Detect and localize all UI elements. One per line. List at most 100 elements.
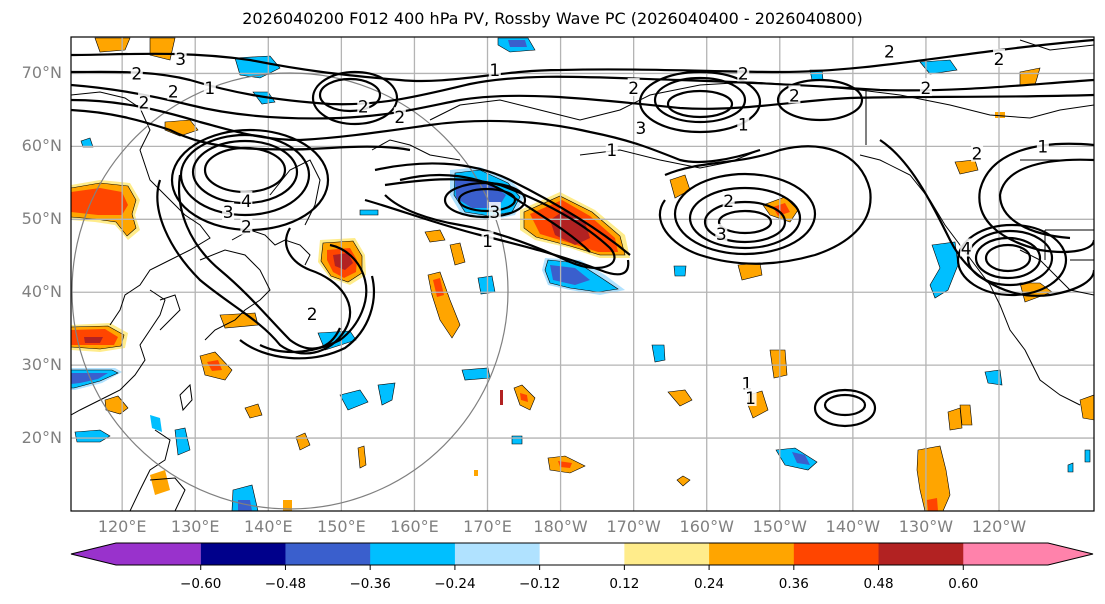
contour-label: 2 [994, 50, 1005, 70]
contour-label-background [481, 231, 494, 250]
longitude-tick-label: 180°W [533, 517, 588, 536]
longitude-tick-label: 170°W [606, 517, 661, 536]
colorbar-segment [454, 543, 541, 565]
contour-label: 2 [628, 79, 639, 99]
longitude-tick-label: 130°W [898, 517, 954, 536]
colorbar-tick-label: −0.48 [264, 576, 307, 592]
latitude-tick-label: 40°N [21, 282, 62, 302]
colorbar-segment [200, 543, 286, 565]
contour-label-background [488, 202, 501, 221]
colorbar-extend-min [71, 543, 201, 565]
colorbar-tick-label: 0.12 [609, 576, 640, 592]
contour-label-background [737, 114, 750, 133]
contour-label-background [222, 202, 235, 221]
longitude-tick-label: 120°W [971, 517, 1027, 536]
colorbar-tick-label: 0.60 [948, 576, 979, 592]
contour-label: 1 [606, 141, 617, 161]
colorbar-segment [624, 543, 710, 565]
contour-label-background [240, 191, 253, 210]
map-frame [70, 36, 1095, 512]
colorbar-tick-label: −0.24 [434, 576, 476, 592]
contour-label: 2 [921, 79, 932, 99]
latitude-tick-label: 50°N [21, 209, 62, 229]
contour-label-background [993, 48, 1006, 67]
contour-label: 2 [131, 64, 142, 84]
colorbar-segment [793, 543, 880, 565]
contour-label-background [883, 41, 896, 60]
colorbar-segment [285, 543, 371, 565]
contour-label: 2 [139, 94, 150, 114]
latitude-tick-label: 70°N [21, 63, 62, 83]
colorbar-segment [709, 543, 795, 565]
contour-label: 1 [489, 61, 500, 81]
colorbar-extend-max [963, 543, 1093, 565]
colorbar-segment [878, 543, 964, 565]
contour-label: 2 [394, 108, 405, 128]
contour-label: 2 [884, 43, 895, 63]
contour-label-background [357, 96, 370, 115]
contour-label: 2 [972, 145, 983, 165]
colorbar-tick-label: −0.60 [180, 576, 222, 592]
contour-label-background [605, 140, 618, 159]
contour-label-background [740, 373, 753, 392]
colorbar-tick-label: −0.12 [518, 576, 561, 592]
latitude-tick-label: 60°N [21, 136, 62, 156]
contour-label-background [919, 78, 932, 97]
contour-label-background [737, 63, 750, 82]
latitude-tick-label: 30°N [21, 355, 62, 375]
contour-label: 4 [241, 192, 252, 212]
contour-label-background [627, 78, 640, 97]
plot-title: 2026040200 F012 400 hPa PV, Rossby Wave … [242, 9, 863, 28]
contour-label: 2 [241, 218, 252, 238]
contour-label-background [174, 48, 187, 67]
contour-label-background [634, 118, 647, 137]
colorbar-segment [370, 543, 456, 565]
contour-label: 3 [175, 50, 186, 70]
contour-label: 2 [358, 97, 369, 117]
contour-label: 3 [636, 119, 647, 139]
map-gridlines [71, 37, 1094, 511]
longitude-tick-label: 130°E [170, 517, 220, 536]
contour-label-background [393, 107, 406, 126]
contour-label: 4 [961, 239, 972, 259]
pv-anomaly-shading [71, 37, 1094, 511]
contour-label: 3 [223, 203, 234, 223]
contour-label-background [130, 63, 143, 82]
contour-label: 1 [738, 116, 749, 136]
contour-label-background [306, 304, 319, 323]
contour-label: 3 [489, 203, 500, 223]
contour-label: 3 [716, 225, 727, 245]
reference-circle [71, 72, 509, 510]
contour-label-background [722, 191, 735, 210]
contour-label: 2 [789, 86, 800, 106]
longitude-tick-label: 120°E [97, 517, 147, 536]
contour-label-background [788, 85, 801, 104]
contour-label-background [1036, 136, 1049, 155]
longitude-tick-label: 140°E [243, 517, 293, 536]
contour-label: 1 [204, 79, 215, 99]
contour-label: 2 [723, 192, 734, 212]
colorbar-outline [70, 542, 1094, 566]
contour-label-background [203, 78, 216, 97]
contour-label: 2 [307, 305, 318, 325]
contour-label-background [715, 223, 728, 242]
contour-label: 1 [741, 374, 752, 394]
contour-label-background [744, 387, 757, 406]
longitude-tick-label: 150°E [317, 517, 366, 536]
contour-label-background [167, 81, 180, 100]
longitude-tick-label: 160°W [679, 517, 734, 536]
contour-label: 2 [168, 83, 179, 103]
contour-label-background [971, 143, 984, 162]
contour-label-background [960, 238, 973, 257]
colorbar-tick-label: 0.36 [778, 576, 809, 592]
longitude-tick-label: 140°W [825, 517, 881, 536]
longitude-tick-label: 170°E [463, 517, 512, 536]
colorbar [70, 542, 1094, 570]
contour-label: 1 [482, 232, 493, 252]
contour-label-background [488, 59, 501, 78]
colorbar-segment [539, 543, 625, 565]
contour-label: 1 [1037, 137, 1048, 157]
contour-label: 1 [745, 389, 756, 409]
